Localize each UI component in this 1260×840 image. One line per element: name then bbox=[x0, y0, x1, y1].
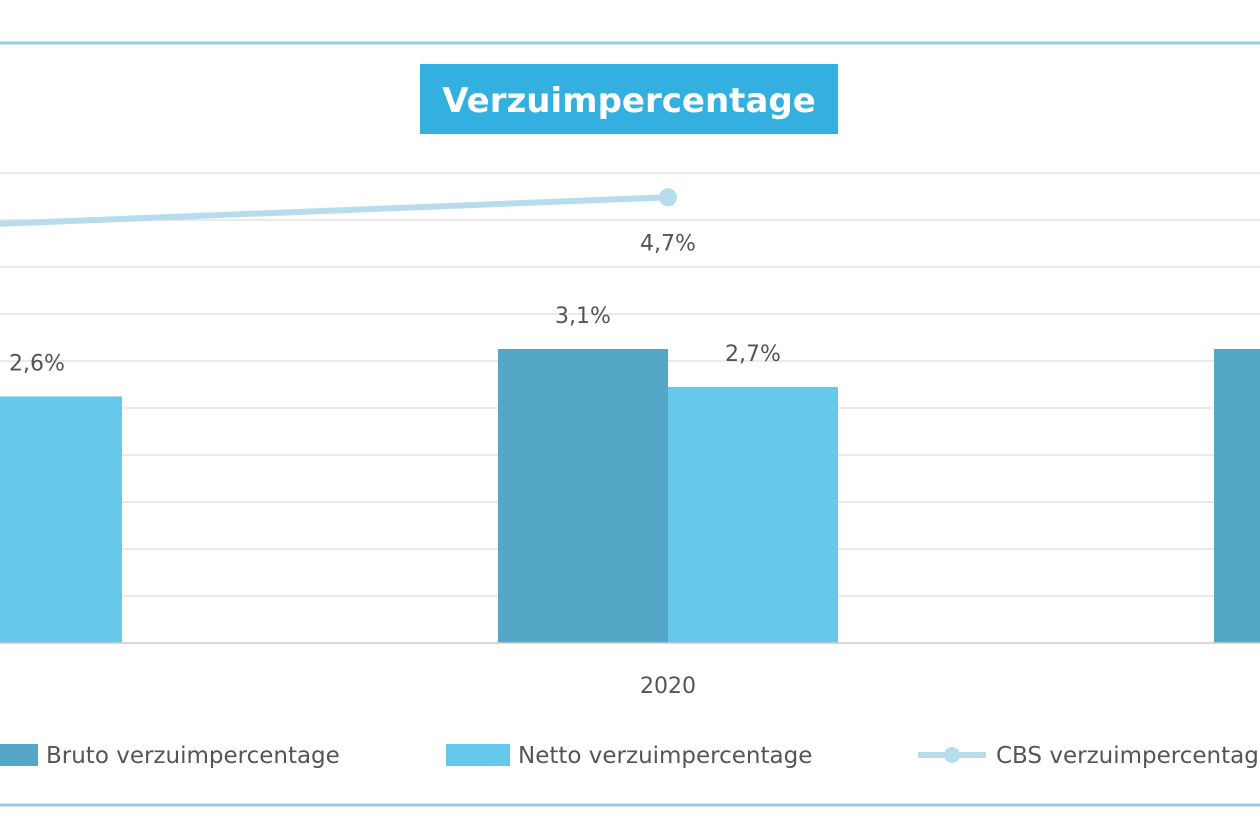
legend-label-netto: Netto verzuimpercentage bbox=[518, 743, 812, 769]
cbs-marker-1 bbox=[659, 188, 677, 207]
legend-swatch-cbs-marker bbox=[944, 747, 960, 763]
data-label-cbs-1: 4,7% bbox=[640, 231, 696, 256]
legend-swatch-netto bbox=[446, 744, 510, 766]
cbs-line-series bbox=[0, 188, 677, 227]
bar-bruto-2 bbox=[1214, 349, 1260, 643]
bar-netto-0 bbox=[0, 396, 122, 643]
data-labels: 3,1% 2,6% 2,7% 4,7% bbox=[9, 231, 781, 376]
chart-title-background bbox=[420, 64, 838, 134]
chart-title: Verzuimpercentage bbox=[442, 81, 816, 121]
data-label-netto-0: 2,6% bbox=[9, 351, 65, 376]
bar-bruto-1 bbox=[498, 349, 668, 643]
legend: Bruto verzuimpercentage Netto verzuimper… bbox=[0, 743, 1260, 769]
legend-label-bruto: Bruto verzuimpercentage bbox=[46, 743, 340, 769]
legend-swatch-bruto bbox=[0, 744, 38, 766]
x-tick-2020: 2020 bbox=[640, 674, 696, 699]
legend-label-cbs: CBS verzuimpercentage bbox=[996, 743, 1260, 769]
bars bbox=[0, 349, 1260, 643]
data-label-bruto-1: 3,1% bbox=[555, 304, 611, 329]
cbs-line bbox=[0, 194, 671, 227]
bar-netto-1 bbox=[668, 386, 838, 643]
x-axis-ticks: 2020 bbox=[640, 674, 696, 699]
data-label-netto-1: 2,7% bbox=[725, 342, 781, 367]
